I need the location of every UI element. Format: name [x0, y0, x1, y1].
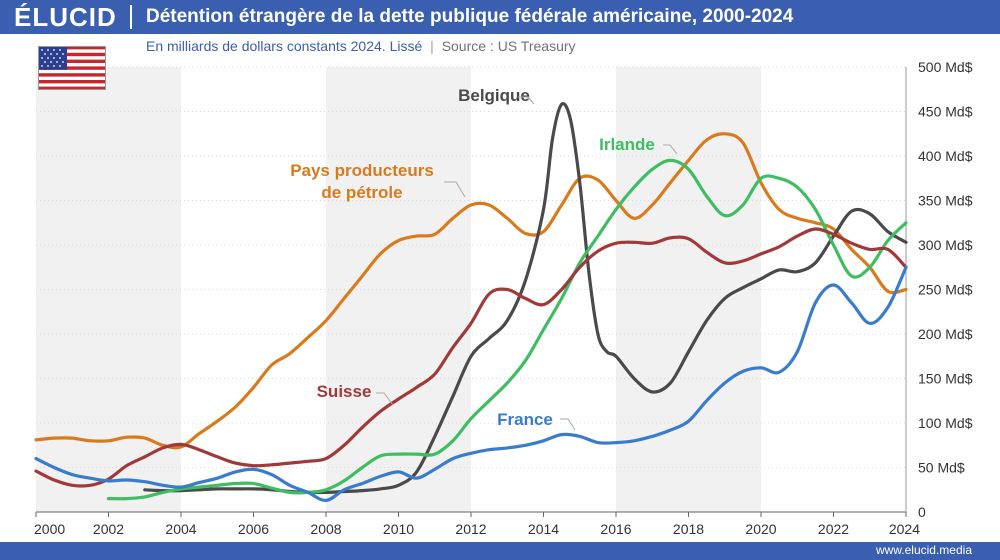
y-tick-label: 200 Md$ [918, 326, 973, 342]
series-line-petrole [34, 132, 908, 450]
x-tick-label: 2016 [600, 521, 631, 537]
y-tick-label: 0 [918, 504, 926, 520]
x-tick-label: 2004 [165, 521, 196, 537]
x-tick-label: 2010 [383, 521, 414, 537]
brand-logo[interactable]: ÉLUCID [14, 2, 117, 32]
series-label-belgique: Belgique [458, 86, 530, 105]
x-tick-label: 2002 [93, 521, 124, 537]
series-label-petrole: Pays producteurs [290, 161, 434, 180]
series-label-suisse: Suisse [317, 382, 372, 401]
source-text: Source : US Treasury [441, 38, 576, 54]
x-tick-label: 2018 [673, 521, 704, 537]
y-tick-label: 450 Md$ [918, 104, 973, 120]
y-tick-label: 100 Md$ [918, 415, 973, 431]
y-tick-label: 150 Md$ [918, 371, 973, 387]
label-leader-petrole [444, 181, 466, 198]
x-tick-label: 2006 [238, 521, 269, 537]
us-flag-icon [38, 46, 106, 90]
series-line-france [34, 265, 908, 502]
x-tick-label: 2012 [455, 521, 486, 537]
x-tick-label: 2024 [889, 521, 920, 537]
label-leader-suisse [376, 392, 394, 406]
y-tick-label: 350 Md$ [918, 193, 973, 209]
subtitle-separator: | [430, 38, 434, 54]
x-tick-label: 2020 [745, 521, 776, 537]
chart-title: Détention étrangère de la dette publique… [146, 6, 794, 27]
axes: 0 50 Md$ 100 Md$ 150 Md$ 200 Md$ 250 Md$ 300 M… [34, 59, 973, 537]
site-link[interactable]: www.elucid.media [875, 543, 972, 557]
y-tick-label: 500 Md$ [918, 59, 973, 75]
x-tick-label: 2008 [310, 521, 341, 537]
x-tick-label: 2022 [818, 521, 849, 537]
label-leader-irlande [663, 144, 678, 155]
x-tick-label: 2014 [528, 521, 559, 537]
series-label-petrole: de pétrole [321, 183, 402, 202]
series-lines [34, 102, 908, 502]
brand-divider [130, 5, 132, 29]
label-leader-belgique [518, 96, 535, 105]
y-tick-label: 400 Md$ [918, 148, 973, 164]
footer-bar: www.elucid.media [0, 542, 1000, 560]
y-tick-label: 250 Md$ [918, 282, 973, 298]
y-tick-label: 300 Md$ [918, 237, 973, 253]
series-line-irlande [106, 158, 908, 501]
gridlines [36, 66, 906, 468]
series-label-france: France [497, 410, 553, 429]
series-label-irlande: Irlande [599, 135, 655, 154]
subtitle-text: En milliards de dollars constants 2024. … [146, 38, 423, 54]
series-line-suisse [34, 227, 908, 488]
y-tick-label: 50 Md$ [918, 460, 965, 476]
chart-subtitle: En milliards de dollars constants 2024. … [146, 38, 576, 54]
label-leader-france [560, 418, 576, 431]
series-labels: Pays producteurs de pétrole Belgique Irland… [290, 86, 678, 431]
header-bar: ÉLUCID Détention étrangère de la dette p… [0, 0, 1000, 34]
x-tick-label: 2000 [34, 521, 65, 537]
